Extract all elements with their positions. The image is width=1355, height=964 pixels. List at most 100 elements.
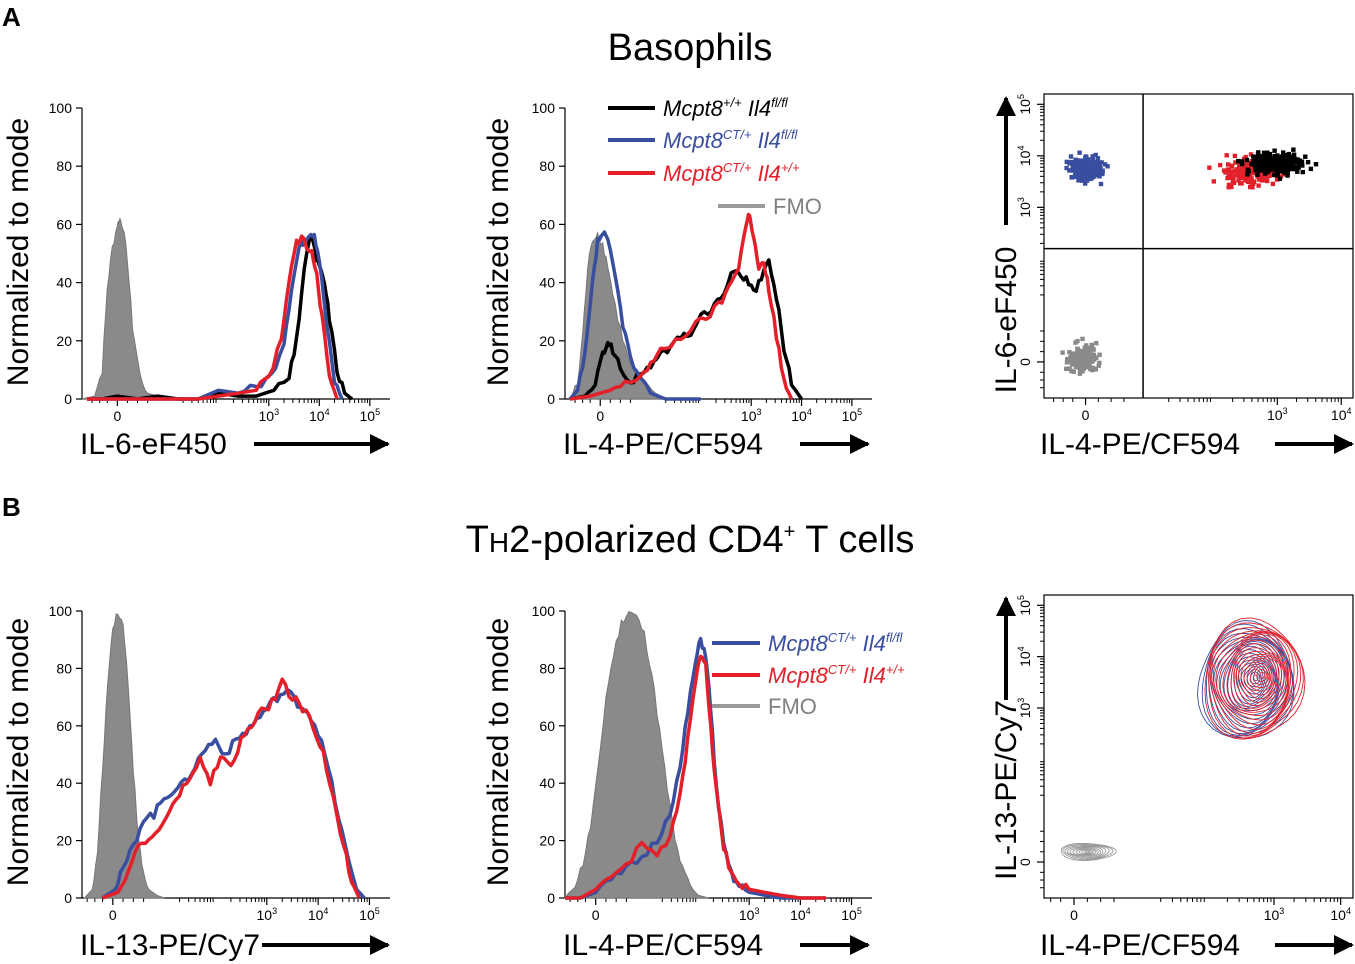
y-axis-label: Normalized to mode	[482, 118, 515, 386]
y-tick-label: 100	[49, 100, 73, 116]
y-tick-label: 0	[1017, 858, 1033, 866]
event-dot	[1251, 159, 1256, 164]
event-dot	[1088, 345, 1093, 351]
event-dot	[1225, 167, 1231, 172]
event-dot	[1072, 164, 1077, 169]
contour-level	[1243, 657, 1275, 696]
event-dot	[1071, 357, 1076, 362]
y-tick-label: 104	[1016, 146, 1033, 167]
event-dot	[1082, 345, 1087, 350]
event-dot	[1237, 167, 1243, 172]
y-tick-label: 40	[56, 275, 72, 291]
event-dot	[1251, 179, 1257, 185]
event-dot	[1075, 356, 1080, 361]
event-dot	[1240, 166, 1245, 171]
event-dot	[1084, 365, 1090, 370]
contour-level	[1233, 647, 1285, 709]
contour-level	[1218, 633, 1290, 721]
contour-level	[1084, 850, 1091, 854]
event-dot	[1080, 336, 1085, 342]
event-dot	[1295, 169, 1300, 174]
legend-panel-b2: Mcpt8CT/+ Il4fl/fl Mcpt8CT/+ Il4+/+ FMO	[712, 630, 905, 719]
event-dot	[1060, 350, 1065, 355]
event-dot	[1091, 357, 1096, 362]
event-dot	[1277, 176, 1283, 181]
event-dot	[1243, 176, 1248, 181]
event-dot	[1091, 165, 1096, 170]
x-tick-label: 103	[1264, 906, 1285, 923]
event-dot	[1238, 181, 1243, 186]
series-line-0	[565, 636, 826, 900]
panel-title-th2: TH2-polarized CD4+ T cells	[466, 519, 915, 561]
event-dot	[1090, 154, 1095, 159]
x-tick-label: 103	[739, 906, 760, 923]
event-dot	[1285, 170, 1290, 175]
event-dot	[1092, 366, 1097, 371]
event-dot	[1226, 185, 1231, 190]
event-dot	[1226, 162, 1231, 167]
contour-level	[1249, 662, 1271, 688]
event-dot	[1097, 360, 1102, 366]
event-dot	[1080, 177, 1086, 183]
event-dot	[1300, 169, 1305, 175]
legend-item-ct-flfl: Mcpt8CT/+ Il4fl/fl	[663, 127, 799, 153]
event-dot	[1074, 353, 1079, 358]
event-dot	[1272, 148, 1277, 153]
contour-level	[1230, 643, 1287, 711]
event-dot	[1092, 172, 1098, 177]
event-dot	[1270, 162, 1275, 168]
event-dot	[1313, 162, 1319, 167]
event-dot	[1308, 166, 1314, 172]
event-dot	[1207, 165, 1212, 170]
contour-level	[1069, 846, 1104, 858]
event-dot	[1094, 166, 1099, 171]
x-axis-label: IL-4-PE/CF594	[1040, 428, 1240, 461]
event-dot	[1073, 340, 1078, 345]
event-dot	[1284, 153, 1289, 158]
chart-a3: 01031041050103104105IL-4-PE/CF594IL-6-eF…	[990, 93, 1354, 461]
event-dot	[1073, 174, 1079, 179]
event-dot	[1272, 160, 1278, 165]
y-tick-label: 103	[1016, 698, 1033, 719]
event-dot	[1305, 160, 1311, 165]
event-dot	[1085, 362, 1090, 367]
event-dot	[1067, 350, 1072, 355]
contour-level	[1216, 640, 1280, 720]
event-dot	[1297, 160, 1302, 165]
event-dot	[1237, 162, 1242, 168]
event-dot	[1080, 355, 1085, 361]
legend-item-ct-wt-b: Mcpt8CT/+ Il4+/+	[768, 662, 905, 688]
y-axis-label: IL-6-eF450	[990, 247, 1023, 394]
event-dot	[1089, 176, 1094, 181]
contour-level	[1075, 847, 1099, 856]
y-tick-label: 105	[1016, 94, 1033, 115]
x-tick-label: 103	[257, 906, 278, 923]
contour-level	[1208, 622, 1304, 739]
event-dot	[1096, 363, 1101, 368]
fmo-histogram	[83, 613, 165, 899]
contour-level	[1235, 659, 1271, 702]
event-dot	[1255, 152, 1261, 157]
event-dot	[1296, 165, 1301, 170]
event-dot	[1071, 352, 1077, 357]
x-tick-label: 103	[259, 407, 280, 424]
event-dot	[1244, 157, 1250, 163]
event-dot	[1269, 157, 1274, 163]
event-dot	[1080, 358, 1086, 363]
event-dot	[1239, 161, 1245, 167]
event-dot	[1265, 178, 1270, 184]
event-dot	[1098, 171, 1103, 176]
contour-level	[1205, 628, 1294, 736]
event-dot	[1100, 168, 1105, 173]
x-tick-label: 104	[1331, 406, 1352, 423]
event-dot	[1075, 346, 1080, 351]
event-dot	[1083, 176, 1088, 181]
contour-level	[1240, 655, 1277, 700]
event-dot	[1074, 168, 1079, 173]
event-dot	[1090, 158, 1096, 163]
event-dot	[1083, 181, 1088, 186]
event-dot	[1292, 156, 1298, 162]
x-tick-label: 103	[1267, 406, 1288, 423]
contour-level	[1226, 639, 1288, 713]
series-line-1	[101, 677, 361, 900]
